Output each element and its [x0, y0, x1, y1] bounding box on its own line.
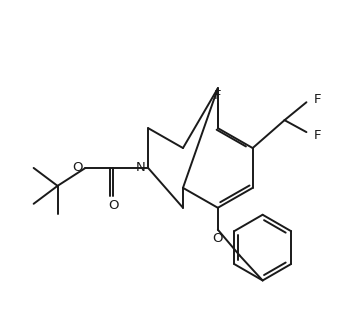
Text: F: F: [313, 129, 321, 142]
Text: O: O: [108, 199, 118, 212]
Text: O: O: [213, 232, 223, 245]
Text: O: O: [72, 161, 83, 175]
Text: N: N: [135, 161, 145, 175]
Text: F: F: [313, 93, 321, 106]
Text: F: F: [214, 89, 222, 102]
